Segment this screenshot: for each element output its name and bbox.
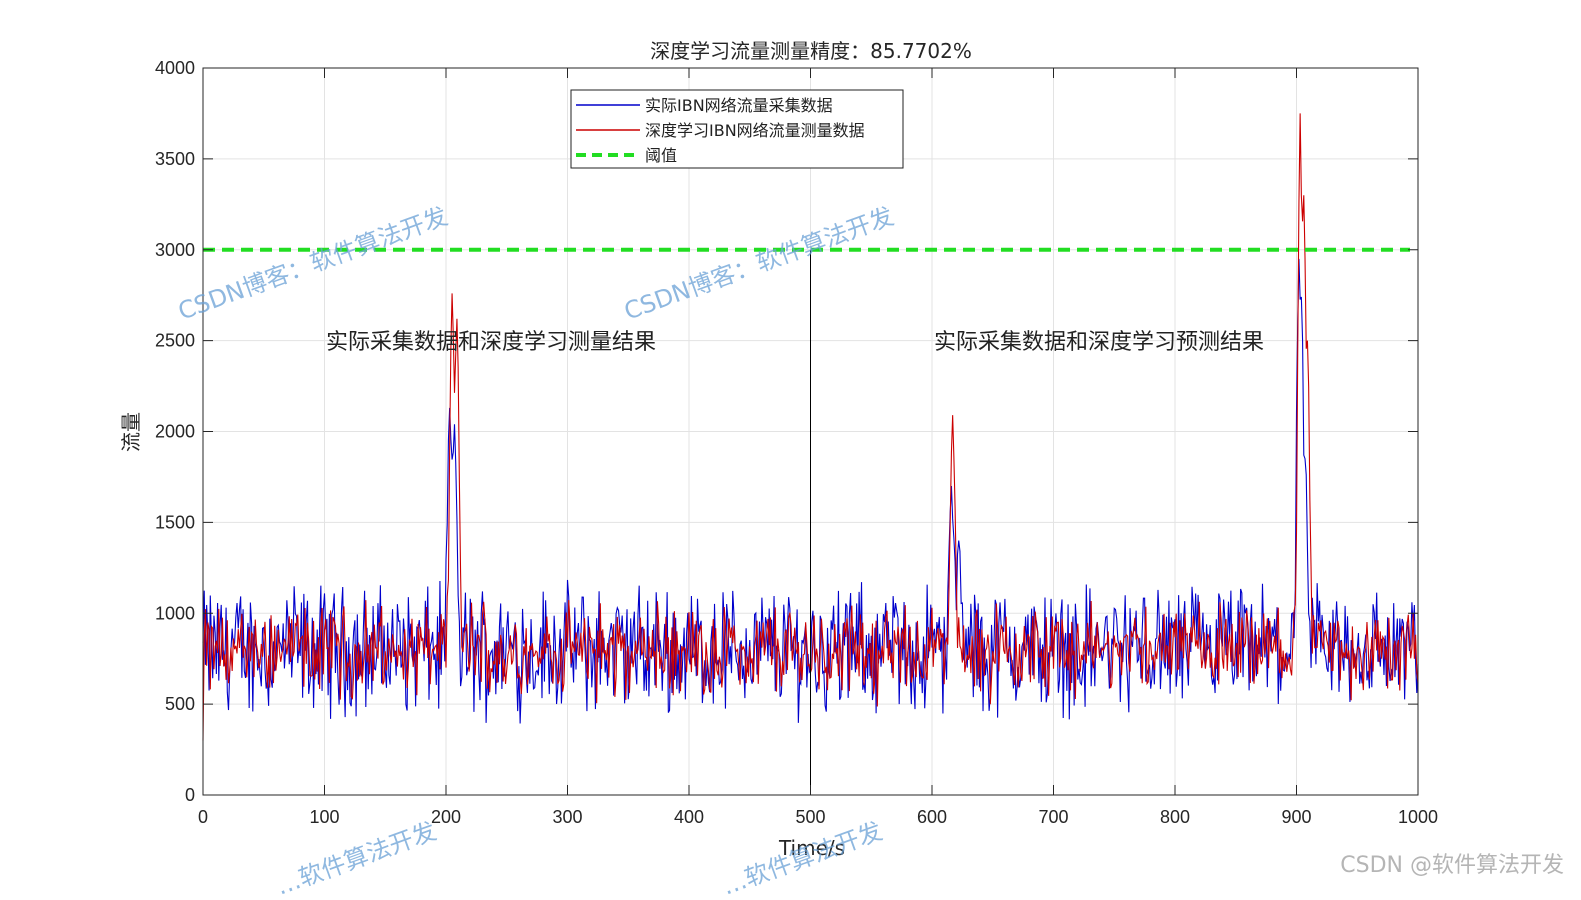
annotation-left: 实际采集数据和深度学习测量结果 [326, 330, 656, 355]
x-tick-label: 1000 [1398, 807, 1438, 827]
y-tick-label: 500 [165, 694, 195, 714]
y-tick-label: 0 [185, 785, 195, 805]
y-tick-label: 3000 [155, 240, 195, 260]
watermark-3: …软件算法开发 [272, 817, 439, 900]
x-tick-label: 700 [1038, 807, 1068, 827]
x-tick-label: 900 [1281, 807, 1311, 827]
annotation-right: 实际采集数据和深度学习预测结果 [934, 330, 1264, 355]
y-tick-label: 4000 [155, 58, 195, 78]
axes: 0 100 200 300 400 500 600 700 800 900 1000 0 500 1000… [155, 58, 1438, 827]
watermark-4: …软件算法开发 [718, 817, 885, 900]
x-tick-label: 100 [309, 807, 339, 827]
y-tick-label: 2500 [155, 331, 195, 351]
legend-label-threshold: 阈值 [645, 146, 677, 165]
chart-title: 深度学习流量测量精度：85.7702% [650, 39, 972, 63]
x-tick-label: 800 [1160, 807, 1190, 827]
legend-label-measured: 深度学习IBN网络流量测量数据 [645, 121, 865, 140]
plot-area [202, 113, 1419, 795]
watermark-2: CSDN博客：软件算法开发 [620, 202, 897, 326]
x-axis-label: Time/s [778, 836, 845, 860]
y-tick-label: 1500 [155, 512, 195, 532]
x-tick-label: 300 [552, 807, 582, 827]
y-tick-label: 1000 [155, 603, 195, 623]
legend-label-actual: 实际IBN网络流量采集数据 [645, 96, 833, 115]
x-tick-label: 400 [674, 807, 704, 827]
x-tick-label: 200 [431, 807, 461, 827]
y-tick-label: 2000 [155, 422, 195, 442]
x-tick-label: 500 [795, 807, 825, 827]
x-tick-label: 0 [198, 807, 208, 827]
y-axis-label: 流量 [119, 412, 143, 452]
footer-credit: CSDN @软件算法开发 [1340, 853, 1564, 878]
watermark-1: CSDN博客：软件算法开发 [174, 202, 451, 326]
legend: 实际IBN网络流量采集数据 深度学习IBN网络流量测量数据 阈值 [570, 89, 904, 169]
y-tick-label: 3500 [155, 149, 195, 169]
x-tick-label: 600 [917, 807, 947, 827]
